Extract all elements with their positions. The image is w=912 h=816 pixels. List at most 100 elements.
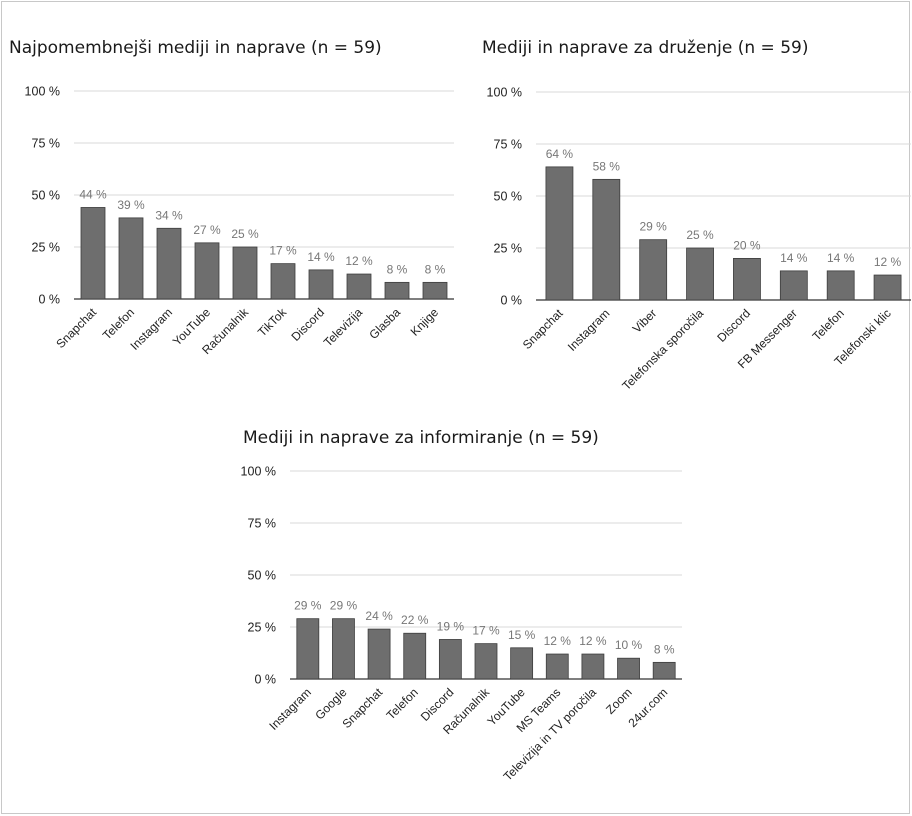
chart-title: Mediji in naprave za informiranje (n = 5… <box>243 428 599 448</box>
data-label: 29 % <box>640 220 668 234</box>
category-label: Snapchat <box>520 306 566 352</box>
y-tick-label: 25 % <box>32 241 61 255</box>
y-tick-label: 75 % <box>32 137 61 151</box>
y-tick-label: 100 % <box>25 85 60 99</box>
category-label: TikTok <box>255 305 290 340</box>
data-label: 25 % <box>686 228 714 242</box>
data-label: 25 % <box>231 227 259 241</box>
chart-plot: 0 % 25 % 50 % 75 % 100 % 44 % Snapchat 39 % Tele… <box>25 85 454 357</box>
bar <box>733 257 761 301</box>
y-tick-label: 50 % <box>248 569 277 583</box>
data-label: 15 % <box>508 628 536 642</box>
data-label: 17 % <box>472 624 500 638</box>
chart-plot: 0 % 25 % 50 % 75 % 100 % 64 % Snapchat 58 % Inst… <box>487 86 911 393</box>
data-label: 8 % <box>425 262 446 276</box>
data-label: 29 % <box>330 599 358 613</box>
bar <box>232 246 258 300</box>
bar <box>80 207 106 300</box>
bar <box>296 618 320 680</box>
data-label: 20 % <box>733 238 761 252</box>
category-label: Telefonska sporočila <box>619 306 706 393</box>
bar <box>826 270 855 301</box>
y-tick-label: 25 % <box>248 621 277 635</box>
data-label: 12 % <box>579 634 607 648</box>
bar <box>873 274 902 301</box>
bar <box>617 657 640 680</box>
data-label: 39 % <box>117 198 145 212</box>
bar <box>270 263 296 300</box>
data-label: 44 % <box>79 187 107 201</box>
data-label: 64 % <box>546 147 574 161</box>
category-label: Instagram <box>565 306 613 354</box>
bar <box>592 178 621 301</box>
chart-informiranje: Mediji in naprave za informiranje (n = 5… <box>202 412 702 815</box>
y-tick-label: 75 % <box>248 517 277 531</box>
y-tick-label: 100 % <box>487 86 522 100</box>
category-label: Glasba <box>366 305 403 342</box>
bar <box>118 217 144 300</box>
data-label: 8 % <box>387 262 408 276</box>
data-label: 10 % <box>615 638 643 652</box>
data-label: 17 % <box>269 244 297 258</box>
data-label: 12 % <box>874 255 902 269</box>
y-tick-label: 100 % <box>241 465 276 479</box>
y-tick-label: 0 % <box>500 294 522 308</box>
bar <box>639 239 668 301</box>
category-label: Snapchat <box>53 305 99 351</box>
y-tick-label: 75 % <box>494 138 523 152</box>
data-label: 19 % <box>437 619 465 633</box>
data-label: 24 % <box>365 609 393 623</box>
data-label: 14 % <box>307 250 335 264</box>
data-label: 29 % <box>294 599 322 613</box>
data-label: 12 % <box>345 254 373 268</box>
data-label: 14 % <box>827 251 855 265</box>
data-label: 22 % <box>401 613 429 627</box>
bar <box>545 166 574 301</box>
bar <box>652 661 676 680</box>
bar <box>367 628 391 680</box>
y-tick-label: 25 % <box>494 242 523 256</box>
data-label: 27 % <box>193 223 221 237</box>
bar <box>194 242 220 300</box>
bar <box>438 639 462 680</box>
data-label: 8 % <box>654 642 675 656</box>
category-label: Televizija <box>321 305 366 350</box>
category-label: Zoom <box>603 685 635 717</box>
bar <box>686 247 714 301</box>
data-label: 12 % <box>544 634 572 648</box>
y-tick-label: 0 % <box>38 293 60 307</box>
category-label: Knjige <box>408 305 442 339</box>
bar <box>156 227 182 300</box>
data-label: 14 % <box>780 251 808 265</box>
bar <box>346 273 372 300</box>
category-label: Viber <box>630 306 660 336</box>
data-label: 58 % <box>593 159 621 173</box>
bar <box>581 653 605 680</box>
chart-title: Mediji in naprave za druženje (n = 59) <box>482 38 809 58</box>
category-label: Instagram <box>266 685 314 733</box>
y-tick-label: 50 % <box>32 189 61 203</box>
category-label: Instagram <box>127 305 175 353</box>
y-tick-label: 50 % <box>494 190 523 204</box>
bar <box>384 281 410 300</box>
bar <box>403 632 427 680</box>
bar <box>422 281 448 300</box>
bar <box>332 618 355 680</box>
category-label: Telefon <box>384 685 421 722</box>
category-label: Discord <box>714 306 753 345</box>
bar <box>545 653 569 680</box>
bar <box>308 269 334 300</box>
category-label: Telefon <box>100 305 137 342</box>
bar <box>779 270 808 301</box>
category-label: 24ur.com <box>626 685 671 730</box>
category-label: Telefon <box>810 306 847 343</box>
bar <box>474 643 498 680</box>
bar <box>510 647 534 680</box>
category-label: Snapchat <box>339 685 385 731</box>
chart-druzenje: Mediji in naprave za druženje (n = 59) 0… <box>458 2 911 412</box>
y-tick-label: 0 % <box>254 673 276 687</box>
chart-najpomembnejsi: Najpomembnejši mediji in naprave (n = 59… <box>2 2 457 412</box>
chart-title: Najpomembnejši mediji in naprave (n = 59… <box>9 38 382 58</box>
